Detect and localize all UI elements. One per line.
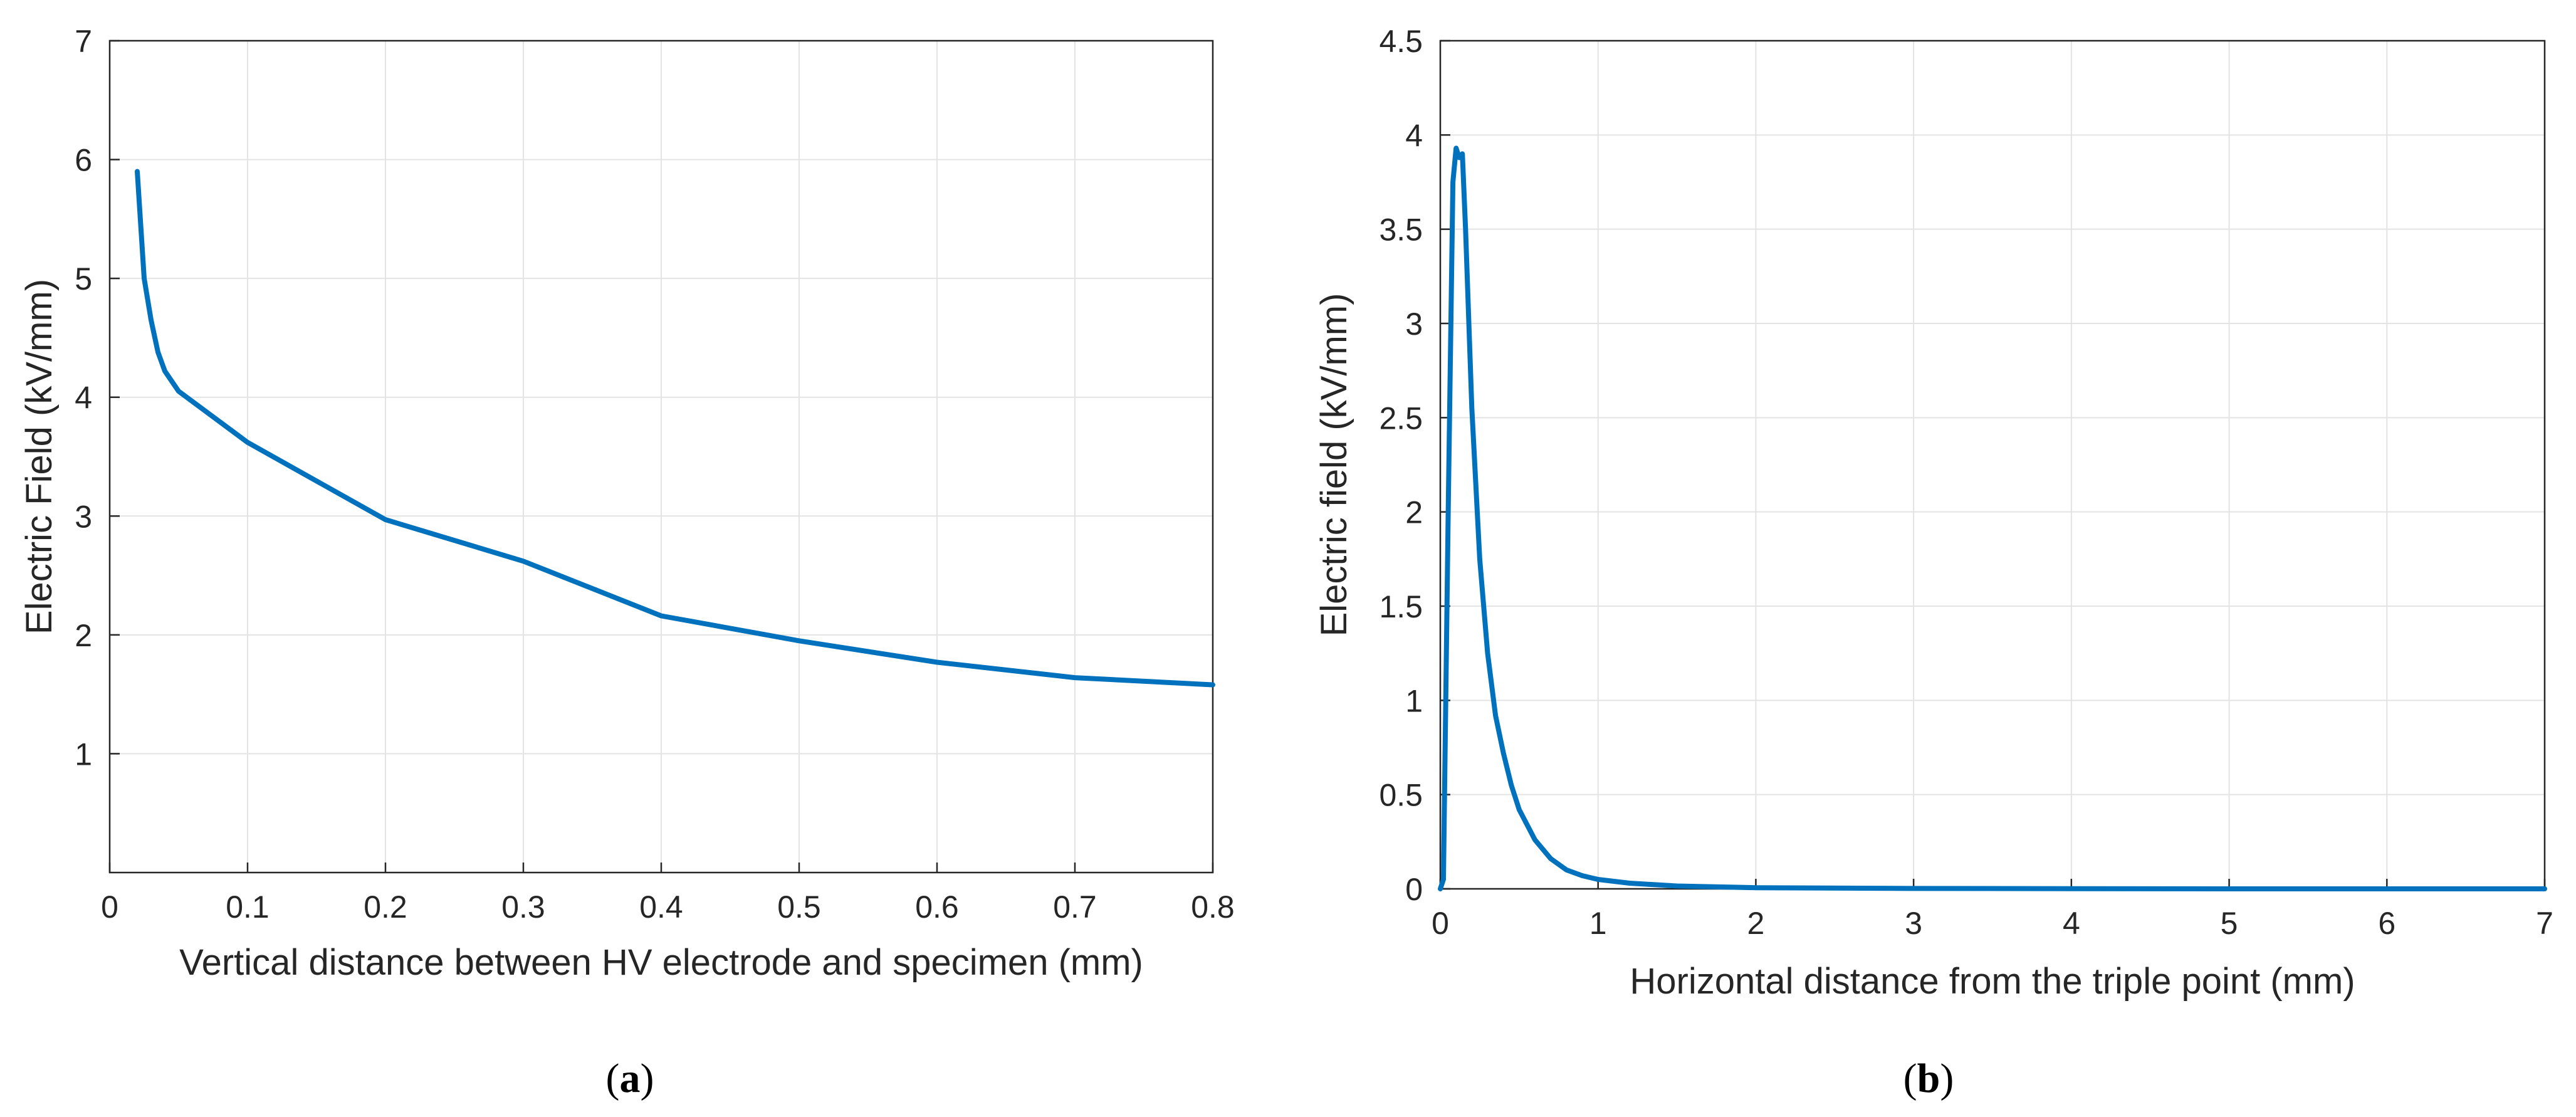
panel-b-x-tick-label-1: 1	[1589, 906, 1607, 941]
panel-a-x-tick-label-5: 0.5	[777, 889, 821, 925]
panel-b-x-tick-label-3: 3	[1905, 906, 1922, 941]
panel-a-x-tick-label-6: 0.6	[915, 889, 959, 925]
panel-a-series-line-0	[135, 169, 1215, 688]
panel-a-y-tick-label-5: 6	[75, 143, 92, 178]
panel-a-y-tick-label-3: 4	[75, 380, 92, 416]
panel-b-caption: (b)	[1903, 1056, 1954, 1101]
chart-panel-a: 0 0.1 0.2 0.3 0.4 0.5 0.6 0.7 0.8 1 2 3 4 5 6 7 Vertical…	[19, 24, 1235, 1101]
panel-b-x-tick-label-0: 0	[1432, 906, 1449, 941]
panel-a-y-tick-label-6: 7	[75, 24, 92, 59]
panel-a-x-tick-label-2: 0.2	[364, 889, 407, 925]
panel-b-x-tick-label-7: 7	[2536, 906, 2553, 941]
chart-panel-b: 0 1 2 3 4 5 6 7 0 0.5 1 1.5 2 2.5 3 3.5 4 4.5 Horizontal d…	[1314, 24, 2553, 1101]
panel-b-y-tick-label-4: 2	[1405, 495, 1423, 530]
panel-a-x-axis-label: Vertical distance between HV electrode a…	[179, 942, 1143, 983]
panel-a-x-tick-label-4: 0.4	[639, 889, 683, 925]
panel-a-caption: (a)	[606, 1056, 654, 1101]
panel-b-y-tick-label-3: 1.5	[1379, 589, 1423, 624]
panel-a-y-tick-label-2: 3	[75, 499, 92, 534]
panel-a-x-tick-label-0: 0	[101, 889, 118, 925]
panel-a-x-tick-label-8: 0.8	[1191, 889, 1235, 925]
panel-b-y-tick-label-7: 3.5	[1379, 212, 1423, 248]
panel-a-x-tick-label-3: 0.3	[501, 889, 545, 925]
panel-b-y-tick-label-8: 4	[1405, 118, 1423, 153]
panel-b-y-tick-label-5: 2.5	[1379, 401, 1423, 436]
panel-b-y-tick-label-9: 4.5	[1379, 24, 1423, 59]
panel-b-y-tick-label-6: 3	[1405, 307, 1423, 342]
panel-b-y-tick-label-1: 0.5	[1379, 778, 1423, 813]
panel-a-y-tick-label-0: 1	[75, 737, 92, 772]
panel-b-y-axis-label: Electric field (kV/mm)	[1314, 293, 1354, 637]
panel-a-y-tick-label-1: 2	[75, 618, 92, 653]
panel-b-x-tick-label-5: 5	[2221, 906, 2238, 941]
panel-b-y-tick-label-0: 0	[1405, 872, 1423, 907]
panel-b-x-axis-label: Horizontal distance from the triple poin…	[1630, 961, 2355, 1002]
panel-b-x-tick-label-2: 2	[1747, 906, 1765, 941]
panel-b-x-tick-label-6: 6	[2378, 906, 2395, 941]
panel-a-y-tick-label-4: 5	[75, 261, 92, 296]
panel-b-plot-area	[1439, 39, 2546, 890]
panel-a-x-tick-label-7: 0.7	[1053, 889, 1097, 925]
panel-a-x-tick-label-1: 0.1	[226, 889, 270, 925]
panel-b-y-tick-label-2: 1	[1405, 683, 1423, 718]
panel-b-x-tick-label-4: 4	[2063, 906, 2080, 941]
panel-b-series-line-0	[1438, 145, 2547, 891]
panel-a-y-axis-label: Electric Field (kV/mm)	[19, 279, 60, 634]
